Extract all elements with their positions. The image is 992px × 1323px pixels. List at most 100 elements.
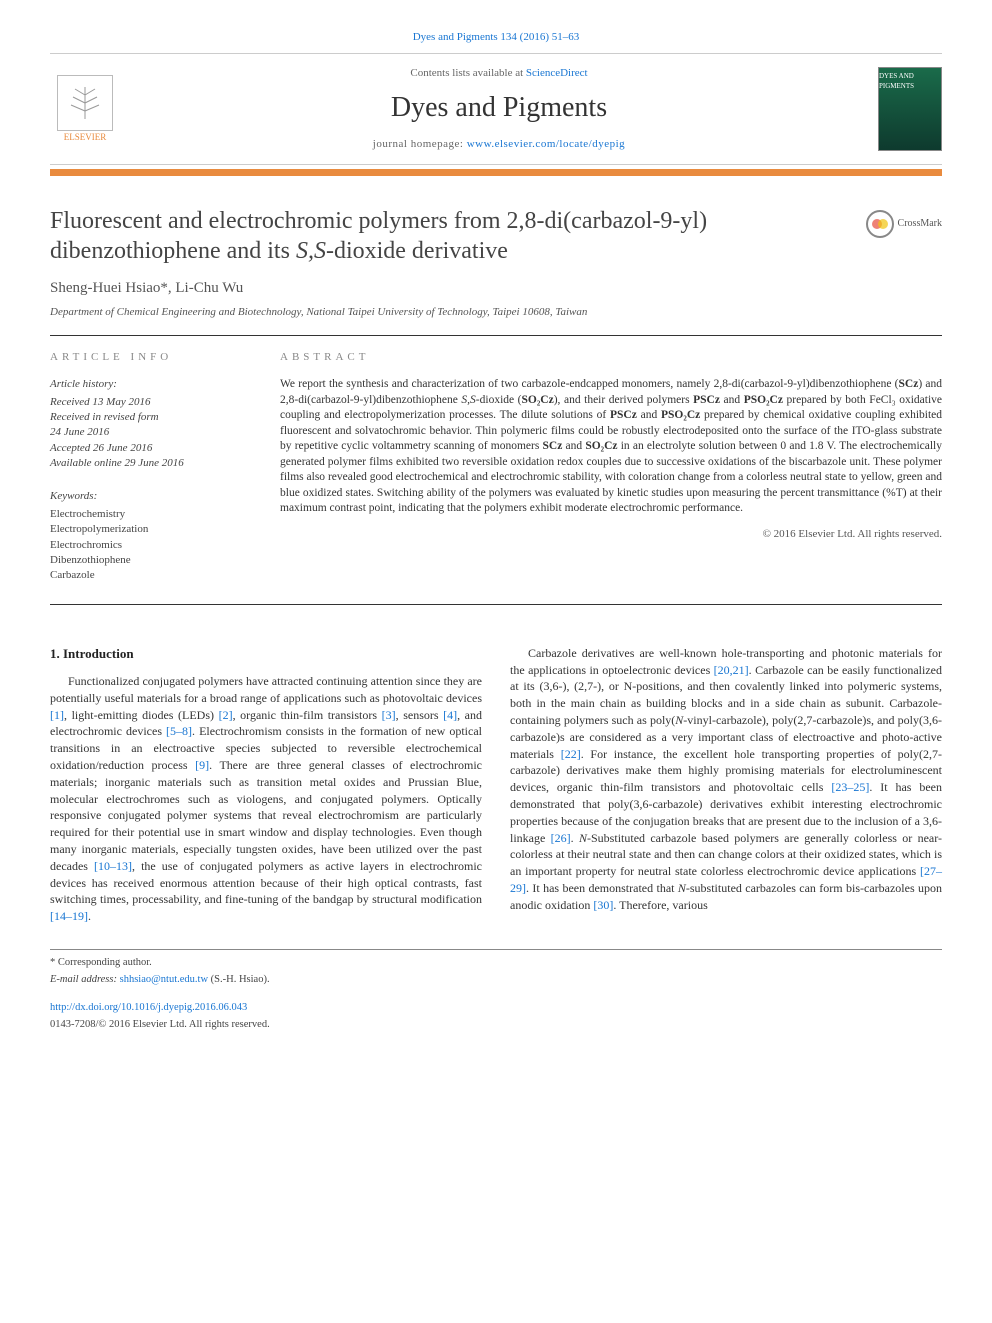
ref-30[interactable]: [30] xyxy=(593,898,613,912)
ref-14-19[interactable]: [14–19] xyxy=(50,909,88,923)
keyword-1: Electrochemistry xyxy=(50,507,250,522)
email-label: E-mail address: xyxy=(50,974,120,985)
accent-bar xyxy=(50,169,942,176)
ref-9[interactable]: [9] xyxy=(195,758,209,772)
ref-3[interactable]: [3] xyxy=(382,708,396,722)
intro-para-2: Carbazole derivatives are well-known hol… xyxy=(510,645,942,914)
ref-20-21[interactable]: [20,21] xyxy=(714,663,749,677)
journal-cover-thumb: DYES AND PIGMENTS xyxy=(878,67,942,151)
crossmark-icon xyxy=(866,210,894,238)
keyword-3: Electrochromics xyxy=(50,538,250,553)
homepage-prefix: journal homepage: xyxy=(373,138,467,150)
b1i: . xyxy=(88,909,91,923)
abs-b: SCz xyxy=(899,378,919,390)
contents-lists-line: Contents lists available at ScienceDirec… xyxy=(136,66,862,81)
keyword-2: Electropolymerization xyxy=(50,522,250,537)
title-line-2i: S,S xyxy=(296,238,326,264)
history-revised-1: Received in revised form xyxy=(50,410,250,425)
ref-10-13[interactable]: [10–13] xyxy=(94,859,132,873)
b1g: . There are three general classes of ele… xyxy=(50,758,482,873)
sciencedirect-link[interactable]: ScienceDirect xyxy=(526,67,588,79)
abs-e: SO₂Cz xyxy=(522,394,554,406)
abstract-column: ABSTRACT We report the synthesis and cha… xyxy=(280,350,942,584)
abstract-text: We report the synthesis and characteriza… xyxy=(280,377,942,517)
abs-ci: S,S xyxy=(461,394,475,406)
b1c: , organic thin-film transistors xyxy=(233,708,382,722)
doi-block: http://dx.doi.org/10.1016/j.dyepig.2016.… xyxy=(50,1001,942,1032)
citation-line: Dyes and Pigments 134 (2016) 51–63 xyxy=(50,30,942,45)
b2f: . It has been demonstrated that xyxy=(526,881,678,895)
ref-1[interactable]: [1] xyxy=(50,708,64,722)
crossmark-label: CrossMark xyxy=(898,217,942,231)
section-heading-intro: 1. Introduction xyxy=(50,645,482,663)
email-line: E-mail address: shhsiao@ntut.edu.tw (S.-… xyxy=(50,973,942,988)
doi-link[interactable]: http://dx.doi.org/10.1016/j.dyepig.2016.… xyxy=(50,1002,247,1013)
title-line-2a: dibenzothiophene and its xyxy=(50,238,296,264)
history-accepted: Accepted 26 June 2016 xyxy=(50,441,250,456)
abs-q: SO₂Cz xyxy=(585,440,617,452)
abstract-copyright: © 2016 Elsevier Ltd. All rights reserved… xyxy=(280,527,942,542)
article-header: CrossMark Fluorescent and electrochromic… xyxy=(50,206,942,266)
b2fi: N xyxy=(678,881,686,895)
history-online: Available online 29 June 2016 xyxy=(50,456,250,471)
article-info-label: ARTICLE INFO xyxy=(50,350,250,365)
b2ei: N xyxy=(579,831,587,845)
cover-label: DYES AND PIGMENTS xyxy=(879,72,941,92)
keyword-4: Dibenzothiophene xyxy=(50,553,250,568)
ref-23-25[interactable]: [23–25] xyxy=(831,780,869,794)
b2e: . xyxy=(571,831,579,845)
keywords-label: Keywords: xyxy=(50,489,250,504)
info-abstract-row: ARTICLE INFO Article history: Received 1… xyxy=(50,335,942,605)
ref-5-8[interactable]: [5–8] xyxy=(166,724,192,738)
ref-4[interactable]: [4] xyxy=(443,708,457,722)
intro-para-1: Functionalized conjugated polymers have … xyxy=(50,673,482,925)
abs-f: ), and their derived polymers xyxy=(554,394,693,406)
abs-l: and xyxy=(637,409,661,421)
email-link[interactable]: shhsiao@ntut.edu.tw xyxy=(120,974,208,985)
title-line-1: Fluorescent and electrochromic polymers … xyxy=(50,208,707,234)
masthead: ELSEVIER Contents lists available at Sci… xyxy=(50,53,942,165)
elsevier-tree-icon xyxy=(57,75,113,131)
abs-m: PSO₂Cz xyxy=(661,409,700,421)
abs-i: PSO₂Cz xyxy=(744,394,783,406)
publisher-logo[interactable]: ELSEVIER xyxy=(50,69,120,149)
email-suffix: (S.-H. Hsiao). xyxy=(208,974,270,985)
abs-k: PSCz xyxy=(610,409,637,421)
abs-o: SCz xyxy=(543,440,563,452)
footnote-block: * Corresponding author. E-mail address: … xyxy=(50,949,942,987)
history-label: Article history: xyxy=(50,377,250,392)
history-revised-2: 24 June 2016 xyxy=(50,425,250,440)
keywords: Keywords: Electrochemistry Electropolyme… xyxy=(50,489,250,583)
publisher-name: ELSEVIER xyxy=(64,131,107,144)
contents-prefix: Contents lists available at xyxy=(410,67,525,79)
history-received: Received 13 May 2016 xyxy=(50,395,250,410)
body-text: 1. Introduction Functionalized conjugate… xyxy=(50,645,942,925)
ref-22[interactable]: [22] xyxy=(561,747,581,761)
corresponding-author: * Corresponding author. xyxy=(50,956,942,971)
abs-h: and xyxy=(720,394,744,406)
crossmark-badge[interactable]: CrossMark xyxy=(866,210,942,238)
abs-d: -dioxide ( xyxy=(476,394,522,406)
b2g: . Therefore, various xyxy=(613,898,707,912)
journal-name: Dyes and Pigments xyxy=(136,88,862,127)
article-history: Article history: Received 13 May 2016 Re… xyxy=(50,377,250,471)
homepage-link[interactable]: www.elsevier.com/locate/dyepig xyxy=(467,138,625,150)
authors: Sheng-Huei Hsiao*, Li-Chu Wu xyxy=(50,278,942,299)
keyword-5: Carbazole xyxy=(50,568,250,583)
b1a: Functionalized conjugated polymers have … xyxy=(50,674,482,705)
homepage-line: journal homepage: www.elsevier.com/locat… xyxy=(136,137,862,152)
b1b: , light-emitting diodes (LEDs) xyxy=(64,708,219,722)
article-info-column: ARTICLE INFO Article history: Received 1… xyxy=(50,350,250,584)
issn-line: 0143-7208/© 2016 Elsevier Ltd. All right… xyxy=(50,1018,942,1033)
abs-g: PSCz xyxy=(693,394,720,406)
abs-p: and xyxy=(562,440,585,452)
article-title: Fluorescent and electrochromic polymers … xyxy=(50,206,942,266)
abs-a: We report the synthesis and characteriza… xyxy=(280,378,899,390)
masthead-center: Contents lists available at ScienceDirec… xyxy=(136,66,862,152)
abstract-label: ABSTRACT xyxy=(280,350,942,365)
affiliation: Department of Chemical Engineering and B… xyxy=(50,305,942,320)
ref-26[interactable]: [26] xyxy=(551,831,571,845)
ref-2[interactable]: [2] xyxy=(219,708,233,722)
b1d: , sensors xyxy=(396,708,443,722)
title-line-2b: -dioxide derivative xyxy=(326,238,508,264)
